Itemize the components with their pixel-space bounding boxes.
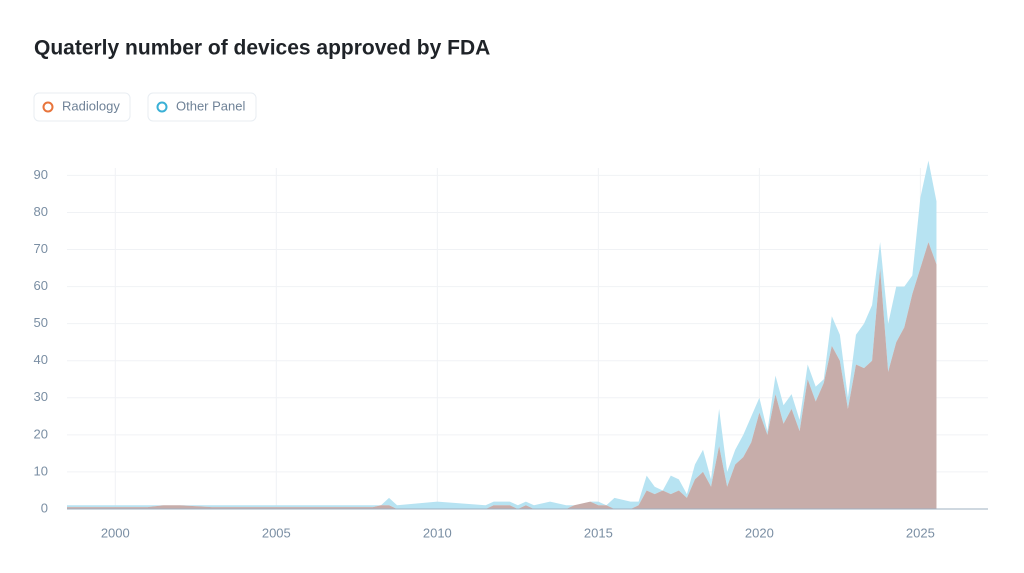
y-tick-label: 80 <box>34 204 48 219</box>
x-tick-label: 2005 <box>262 525 291 540</box>
x-tick-label: 2000 <box>101 525 130 540</box>
y-tick-label: 30 <box>34 389 48 404</box>
y-tick-label: 20 <box>34 426 48 441</box>
legend-marker <box>42 101 54 113</box>
legend-label: Other Panel <box>176 98 245 113</box>
legend-marker <box>156 101 168 113</box>
y-tick-label: 40 <box>34 352 48 367</box>
legend-label: Radiology <box>62 98 120 113</box>
legend-item[interactable]: Radiology <box>33 92 131 122</box>
chart-title: Quaterly number of devices approved by F… <box>34 37 490 60</box>
area <box>67 160 937 509</box>
y-tick-label: 90 <box>34 167 48 182</box>
x-tick-label: 2015 <box>584 525 613 540</box>
x-tick-label: 2020 <box>745 525 774 540</box>
x-tick-label: 2010 <box>423 525 452 540</box>
x-tick-label: 2025 <box>906 525 935 540</box>
y-tick-label: 70 <box>34 241 48 256</box>
area <box>67 242 937 509</box>
y-tick-label: 60 <box>34 278 48 293</box>
legend-box[interactable] <box>33 92 131 122</box>
legend-item[interactable]: Other Panel <box>147 92 257 122</box>
legend-box[interactable] <box>147 92 257 122</box>
y-tick-label: 0 <box>41 500 48 515</box>
y-tick-label: 10 <box>34 463 48 478</box>
y-tick-label: 50 <box>34 315 48 330</box>
